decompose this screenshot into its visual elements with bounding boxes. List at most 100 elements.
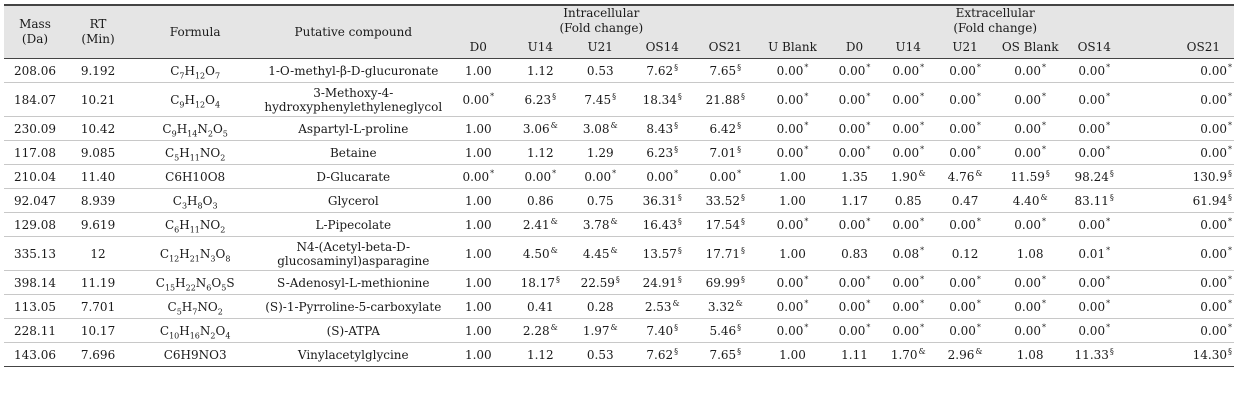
formula-element: N — [197, 121, 208, 136]
fold-change-value: 0.00 — [1078, 323, 1106, 338]
table-row: 208.06 9.192 C7H12O7 1-O-methyl-β-D-glucuro… — [4, 59, 1234, 83]
fold-change-value: 1.00 — [779, 246, 806, 261]
formula-element: H — [181, 299, 193, 314]
cell-intra-value: 1.29 — [570, 141, 630, 165]
fold-change-value: 8.43 — [646, 121, 674, 136]
fold-change-value: 0.00 — [1200, 145, 1227, 160]
fold-change-value: 69.99 — [705, 275, 740, 290]
fold-change-value: 2.53 — [644, 299, 672, 314]
cell-compound: S-Adenosyl-L-methionine — [277, 275, 430, 290]
cell-extra-value: 0.00* — [994, 141, 1066, 165]
significance-mark: * — [674, 168, 679, 178]
cell-intra-value: 1.00 — [446, 271, 510, 295]
cell-compound: Vinylacetylglycine — [297, 347, 409, 362]
cell-extra-value: 0.01* — [1066, 237, 1122, 271]
formula-element: O — [205, 92, 215, 107]
fold-change-value: 1.08 — [1016, 347, 1044, 362]
cell-extra-value: 0.00* — [1066, 83, 1122, 117]
fold-change-value: 1.90 — [890, 169, 918, 184]
cell-extra-value: 0.00* — [880, 271, 936, 295]
formula-subscript: 3 — [181, 200, 188, 210]
cell-intra-value: 1.12 — [510, 343, 570, 367]
significance-mark: & — [672, 298, 680, 308]
fold-change-value: 0.00 — [892, 121, 920, 136]
table-row: 228.11 10.17 C10H16N2O4 (S)-ATPA 1.00 2.28& 1.… — [4, 319, 1234, 343]
fold-change-value: 0.00 — [1200, 121, 1227, 136]
significance-mark: § — [1228, 168, 1232, 178]
significance-mark: * — [1106, 216, 1111, 226]
fold-change-value: 0.00 — [1078, 217, 1106, 232]
cell-rt: 10.42 — [80, 121, 116, 136]
significance-mark: § — [674, 62, 679, 72]
fold-change-value: 0.00 — [892, 275, 920, 290]
cell-extra-value: 0.00* — [829, 213, 881, 237]
significance-mark: & — [735, 298, 743, 308]
significance-mark: & — [975, 168, 983, 178]
cell-mass: 210.04 — [14, 169, 56, 184]
formula-element: N — [195, 275, 207, 290]
fold-change-value: 98.24 — [1074, 169, 1109, 184]
significance-mark: & — [550, 216, 558, 226]
significance-mark: § — [552, 91, 557, 101]
cell-extra-value: 0.00* — [1122, 213, 1234, 237]
cell-extra-value: 11.59§ — [994, 165, 1066, 189]
fold-change-value: 11.59 — [1010, 169, 1045, 184]
formula-element: C — [162, 121, 172, 136]
significance-mark: § — [737, 62, 742, 72]
fold-change-value: 0.01 — [1078, 246, 1106, 261]
fold-change-value: 3.08 — [582, 121, 610, 136]
cell-intra-value: 1.12 — [510, 59, 570, 83]
formula-element: NO — [199, 217, 221, 232]
header-extra-d0: D0 — [845, 39, 864, 54]
significance-mark: § — [1109, 168, 1114, 178]
cell-intra-value: 1.00 — [446, 141, 510, 165]
significance-mark: * — [866, 274, 871, 284]
cell-extra-value: 1.00 — [756, 343, 828, 367]
significance-mark: * — [1042, 298, 1047, 308]
significance-mark: * — [1228, 274, 1232, 284]
cell-compound: Aspartyl-L-proline — [298, 121, 409, 136]
fold-change-value: 0.00 — [776, 145, 804, 160]
fold-change-value: 3.78 — [582, 217, 610, 232]
significance-mark: * — [1106, 274, 1111, 284]
formula-element: C6H10O8 — [165, 169, 226, 184]
fold-change-value: 1.35 — [841, 169, 868, 184]
header-intra-os14: OS14 — [645, 39, 679, 54]
fold-change-value: 7.65 — [709, 347, 737, 362]
header-intra-u21: U21 — [587, 39, 613, 54]
cell-intra-value: 1.00 — [446, 59, 510, 83]
fold-change-value: 0.00 — [462, 92, 490, 107]
formula-subscript: 5 — [176, 306, 182, 316]
cell-formula: C6H9NO3 — [130, 343, 260, 367]
fold-change-value: 0.00 — [838, 299, 866, 314]
cell-extra-value: 0.00* — [994, 213, 1066, 237]
fold-change-value: 0.00 — [838, 217, 866, 232]
header-extracellular-text: Extracellular (Fold change) — [953, 6, 1038, 35]
fold-change-value: 1.70 — [890, 347, 918, 362]
cell-extra-value: 0.00* — [1122, 141, 1234, 165]
cell-extra-value: 0.12 — [936, 237, 994, 271]
fold-change-value: 0.83 — [841, 246, 868, 261]
fold-change-value: 1.00 — [464, 299, 492, 314]
fold-change-value: 0.00 — [1014, 299, 1042, 314]
formula-element: H — [175, 275, 186, 290]
cell-intra-value: 24.91§ — [630, 271, 694, 295]
significance-mark: § — [1045, 168, 1050, 178]
fold-change-value: 0.00 — [1200, 299, 1227, 314]
cell-extra-value: 4.76& — [936, 165, 994, 189]
cell-extra-value: 1.11 — [829, 343, 881, 367]
fold-change-value: 7.01 — [709, 145, 737, 160]
significance-mark: § — [1109, 192, 1114, 202]
fold-change-value: 0.00 — [1014, 121, 1042, 136]
cell-mass: 335.13 — [14, 246, 56, 261]
cell-intra-value: 7.65§ — [694, 59, 756, 83]
fold-change-table-container: Mass (Da) RT (Min) Formula Putative comp… — [4, 4, 1234, 367]
cell-extra-value: 1.08 — [994, 237, 1066, 271]
cell-rt: 10.21 — [80, 92, 116, 107]
cell-rt: 9.192 — [80, 63, 116, 78]
cell-extra-value: 1.70& — [880, 343, 936, 367]
significance-mark: * — [920, 144, 925, 154]
cell-extra-value: 0.00* — [936, 83, 994, 117]
formula-subscript: 4 — [225, 330, 231, 340]
cell-rt: 8.939 — [80, 193, 116, 208]
